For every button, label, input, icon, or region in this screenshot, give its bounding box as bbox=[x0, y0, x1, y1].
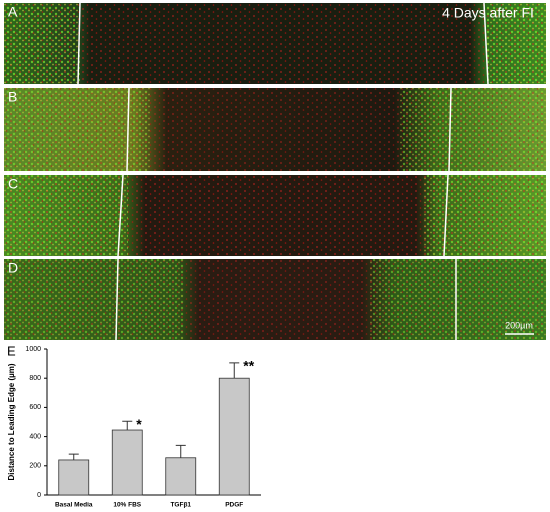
panel-label: B bbox=[8, 89, 17, 105]
error-bar bbox=[68, 453, 79, 460]
error-bar bbox=[175, 444, 186, 458]
x-tick-label: PDGF bbox=[225, 502, 243, 509]
error-bar bbox=[122, 420, 133, 431]
scale-bar-label: 200µm bbox=[505, 320, 533, 330]
error-bar bbox=[229, 362, 240, 379]
y-tick-label: 1000 bbox=[25, 346, 41, 353]
y-tick-label: 400 bbox=[29, 433, 41, 440]
y-tick-label: 800 bbox=[29, 375, 41, 382]
bar bbox=[58, 459, 90, 496]
x-tick-label: TGFβ1 bbox=[170, 502, 191, 509]
significance: * bbox=[136, 416, 142, 432]
y-tick-label: 200 bbox=[29, 463, 41, 470]
y-axis-label: Distance to Leading Edge (µm) bbox=[7, 363, 16, 480]
bar bbox=[111, 429, 143, 496]
panel-label: E bbox=[7, 343, 16, 358]
caption: 4 Days after FI bbox=[442, 5, 534, 21]
bar bbox=[165, 457, 197, 496]
micrographs: 200µm 4 Days after FI A B C D bbox=[4, 2, 546, 341]
significance: ** bbox=[243, 358, 254, 374]
panel-label: C bbox=[8, 176, 18, 192]
bar bbox=[218, 377, 250, 496]
panel-label: A bbox=[8, 4, 18, 20]
y-tick-label: 0 bbox=[37, 492, 41, 499]
panel-label: D bbox=[8, 260, 18, 276]
y-tick-label: 600 bbox=[29, 404, 41, 411]
x-tick-label: 10% FBS bbox=[113, 502, 141, 509]
x-tick-label: Basal Media bbox=[55, 502, 93, 509]
